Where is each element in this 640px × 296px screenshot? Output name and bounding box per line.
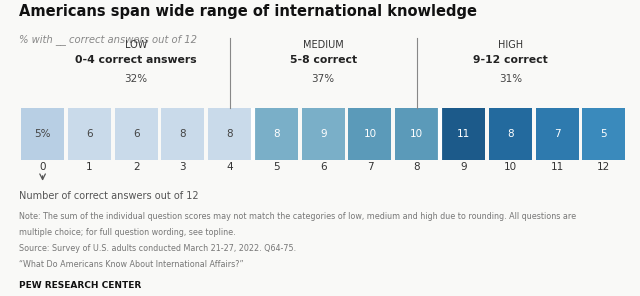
Text: 2: 2 — [133, 162, 140, 172]
Bar — [208, 108, 251, 160]
Text: 0: 0 — [39, 162, 46, 172]
Text: 8: 8 — [413, 162, 420, 172]
Text: 6: 6 — [133, 129, 140, 139]
Text: 5-8 correct: 5-8 correct — [290, 55, 356, 65]
Text: 8: 8 — [180, 129, 186, 139]
Text: 11: 11 — [457, 129, 470, 139]
Text: 12: 12 — [597, 162, 611, 172]
Text: 10: 10 — [364, 129, 376, 139]
Text: Americans span wide range of international knowledge: Americans span wide range of internation… — [19, 4, 477, 20]
Text: 7: 7 — [554, 129, 561, 139]
Text: 32%: 32% — [125, 74, 148, 84]
Text: % with __ correct answers out of 12: % with __ correct answers out of 12 — [19, 34, 197, 45]
Text: 4: 4 — [227, 162, 233, 172]
Text: 9: 9 — [460, 162, 467, 172]
Text: Note: The sum of the individual question scores may not match the categories of : Note: The sum of the individual question… — [19, 212, 577, 221]
Text: 5: 5 — [600, 129, 607, 139]
Text: HIGH: HIGH — [498, 40, 523, 50]
Text: 7: 7 — [367, 162, 373, 172]
Text: Source: Survey of U.S. adults conducted March 21-27, 2022. Q64-75.: Source: Survey of U.S. adults conducted … — [19, 244, 296, 253]
Text: 5%: 5% — [35, 129, 51, 139]
Text: 3: 3 — [180, 162, 186, 172]
Bar — [115, 108, 157, 160]
Bar — [489, 108, 532, 160]
Text: multiple choice; for full question wording, see topline.: multiple choice; for full question wordi… — [19, 228, 236, 237]
Text: 10: 10 — [410, 129, 423, 139]
Bar — [536, 108, 579, 160]
Text: 8: 8 — [507, 129, 513, 139]
Text: 9-12 correct: 9-12 correct — [473, 55, 548, 65]
Bar — [396, 108, 438, 160]
Bar — [348, 108, 392, 160]
Text: 6: 6 — [86, 129, 93, 139]
Bar — [21, 108, 64, 160]
Text: 8: 8 — [273, 129, 280, 139]
Text: 10: 10 — [504, 162, 517, 172]
Text: LOW: LOW — [125, 40, 147, 50]
Bar — [68, 108, 111, 160]
Bar — [582, 108, 625, 160]
Text: Number of correct answers out of 12: Number of correct answers out of 12 — [19, 191, 199, 201]
Bar — [255, 108, 298, 160]
Text: 5: 5 — [273, 162, 280, 172]
Text: 9: 9 — [320, 129, 326, 139]
Text: 11: 11 — [550, 162, 564, 172]
Bar — [301, 108, 345, 160]
Text: 31%: 31% — [499, 74, 522, 84]
Bar — [161, 108, 204, 160]
Bar — [442, 108, 485, 160]
Text: 8: 8 — [227, 129, 233, 139]
Text: 1: 1 — [86, 162, 93, 172]
Text: 6: 6 — [320, 162, 326, 172]
Text: MEDIUM: MEDIUM — [303, 40, 344, 50]
Text: 37%: 37% — [312, 74, 335, 84]
Text: 0-4 correct answers: 0-4 correct answers — [76, 55, 197, 65]
Text: “What Do Americans Know About International Affairs?”: “What Do Americans Know About Internatio… — [19, 260, 244, 269]
Text: PEW RESEARCH CENTER: PEW RESEARCH CENTER — [19, 281, 141, 290]
